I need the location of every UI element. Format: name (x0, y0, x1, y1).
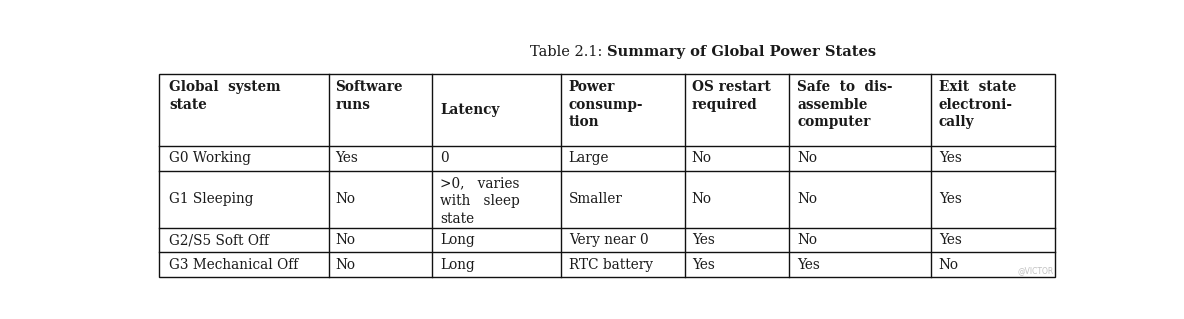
Text: G2/S5 Soft Off: G2/S5 Soft Off (169, 233, 269, 247)
Text: No: No (691, 192, 712, 206)
Text: Yes: Yes (939, 151, 961, 165)
Text: Global  system
state: Global system state (169, 80, 281, 112)
Text: G0 Working: G0 Working (169, 151, 251, 165)
Text: Very near 0: Very near 0 (568, 233, 649, 247)
Text: 0: 0 (440, 151, 449, 165)
Text: @VICTOR: @VICTOR (1017, 266, 1054, 275)
Text: Exit  state
electroni-
cally: Exit state electroni- cally (939, 80, 1016, 130)
Text: Safe  to  dis-
assemble
computer: Safe to dis- assemble computer (797, 80, 893, 130)
Text: Long: Long (440, 258, 475, 272)
Text: No: No (797, 151, 817, 165)
Text: >0,   varies
with   sleep
state: >0, varies with sleep state (440, 176, 520, 226)
Text: G1 Sleeping: G1 Sleeping (169, 192, 253, 206)
Text: Summary of Global Power States: Summary of Global Power States (607, 45, 876, 59)
Text: OS restart
required: OS restart required (691, 80, 771, 112)
Text: Yes: Yes (797, 258, 821, 272)
Text: RTC battery: RTC battery (568, 258, 652, 272)
Text: Power
consump-
tion: Power consump- tion (568, 80, 643, 130)
Text: No: No (335, 258, 355, 272)
Text: Long: Long (440, 233, 475, 247)
Text: Latency: Latency (440, 103, 500, 117)
Text: Smaller: Smaller (568, 192, 623, 206)
Text: No: No (335, 233, 355, 247)
Text: No: No (691, 151, 712, 165)
Text: No: No (939, 258, 959, 272)
Text: Table 2.1:: Table 2.1: (529, 45, 607, 59)
Text: Yes: Yes (691, 233, 715, 247)
Text: G3 Mechanical Off: G3 Mechanical Off (169, 258, 298, 272)
Text: Yes: Yes (691, 258, 715, 272)
Text: No: No (797, 233, 817, 247)
Text: Large: Large (568, 151, 610, 165)
Text: No: No (335, 192, 355, 206)
Text: Yes: Yes (939, 192, 961, 206)
Text: Software
runs: Software runs (335, 80, 403, 112)
Text: Yes: Yes (939, 233, 961, 247)
Text: No: No (797, 192, 817, 206)
Text: Yes: Yes (335, 151, 359, 165)
